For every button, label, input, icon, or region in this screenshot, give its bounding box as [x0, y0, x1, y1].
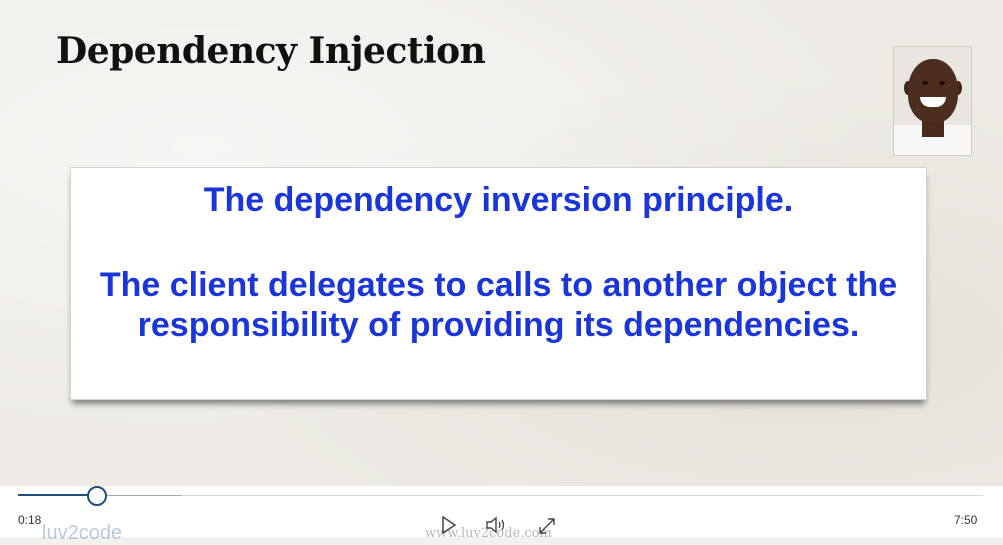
current-time: 0:18 [18, 513, 42, 527]
watermark-logo: luv2code [42, 522, 123, 544]
video-frame[interactable]: Dependency Injection The dependency inve… [0, 0, 1003, 486]
seek-progress [18, 494, 95, 496]
presenter-smile [920, 97, 946, 107]
play-icon[interactable] [441, 515, 457, 539]
callout-heading: The dependency inversion principle. [203, 181, 794, 219]
seek-bar[interactable] [18, 486, 983, 506]
player-controls: 0:18 7:50 luv2code www.luv2code.com [0, 486, 1003, 544]
presenter-face [908, 59, 958, 123]
fullscreen-icon[interactable] [537, 516, 557, 541]
presenter-webcam [893, 46, 972, 156]
volume-icon[interactable] [485, 516, 509, 539]
presenter-eye-right [939, 81, 945, 85]
callout-body: The client delegates to calls to another… [99, 266, 898, 344]
presenter-eye-left [922, 81, 928, 85]
duration: 7:50 [954, 513, 978, 527]
seek-buffer [56, 495, 182, 496]
definition-callout: The dependency inversion principle. The … [70, 167, 927, 400]
presenter-ear-right [954, 81, 962, 95]
seek-handle[interactable] [87, 486, 107, 506]
slide-title: Dependency Injection [56, 30, 486, 72]
